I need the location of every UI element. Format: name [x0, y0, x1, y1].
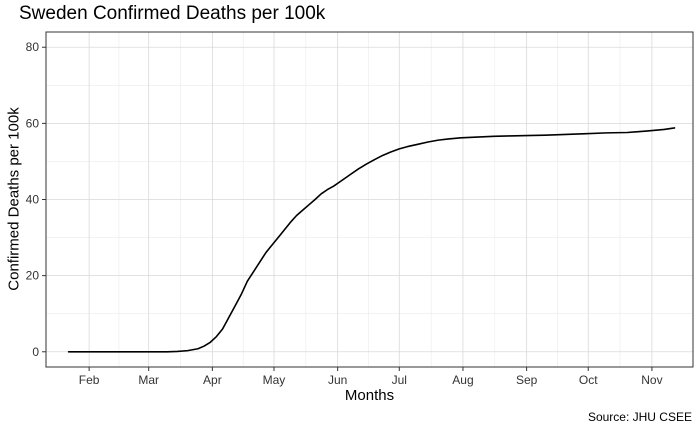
x-tick-label: May [263, 373, 286, 387]
grid-lines [46, 32, 693, 367]
x-tick-label: Jul [392, 373, 407, 387]
x-tick-label: Feb [79, 373, 100, 387]
x-tick-label: Aug [452, 373, 473, 387]
y-tick-label: 80 [26, 40, 40, 54]
y-tick-label: 20 [26, 269, 40, 283]
x-tick-label: Mar [138, 373, 159, 387]
series-line [67, 127, 676, 353]
x-tick-label: Sep [516, 373, 538, 387]
x-tick-label: Oct [579, 373, 598, 387]
x-tick-label: Apr [203, 373, 222, 387]
source-caption: Source: JHU CSEE [587, 410, 692, 424]
axis-ticks: Feb Mar Apr May Jun Jul Aug Sep Oct Nov 0 20 40 60 80 [26, 40, 663, 387]
y-tick-label: 40 [26, 193, 40, 207]
x-axis-label: Months [344, 387, 395, 404]
y-tick-label: 0 [32, 345, 39, 359]
series-layer [67, 127, 676, 353]
y-tick-label: 60 [26, 116, 40, 130]
chart-title: Sweden Confirmed Deaths per 100k [19, 3, 326, 24]
y-axis-label: Confirmed Deaths per 100k [5, 107, 23, 291]
x-tick-label: Jun [328, 373, 347, 387]
x-tick-label: Nov [641, 373, 662, 387]
